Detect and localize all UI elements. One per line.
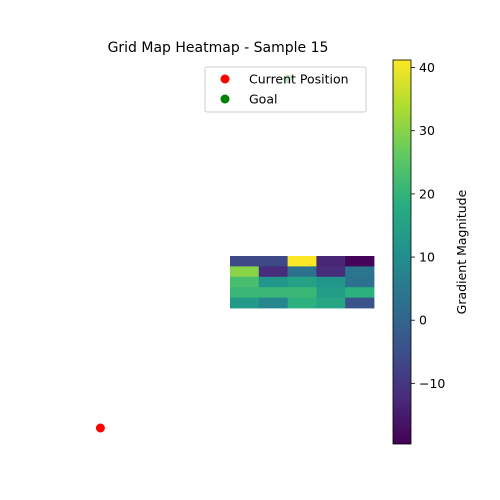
colorbar-tick-label: 40	[419, 60, 435, 75]
heatmap-cells	[230, 256, 375, 309]
heatmap-cell	[258, 266, 288, 278]
heatmap-cell	[345, 256, 375, 267]
legend-goal-label: Goal	[249, 92, 277, 107]
heatmap-cell	[316, 256, 346, 267]
legend-current-position-label: Current Position	[249, 72, 349, 87]
position-markers	[95, 74, 293, 433]
colorbar-gradient	[392, 59, 412, 445]
heatmap-cell	[287, 297, 317, 309]
colorbar-label: Gradient Magnitude	[454, 189, 469, 314]
colorbar-tick-label: 20	[419, 186, 435, 201]
heatmap-cell	[230, 287, 260, 298]
heatmap-cell	[316, 287, 346, 298]
heatmap-cell	[345, 276, 375, 288]
colorbar-tick-label: 0	[419, 313, 427, 328]
colorbar: −10 0 10 20 30 40 Gradient Magnitude	[392, 59, 469, 445]
heatmap-cell	[230, 266, 260, 278]
legend: Current Position Goal	[204, 66, 367, 113]
current-position-marker	[95, 423, 105, 433]
heatmap-cell	[316, 276, 346, 288]
colorbar-tick-label: −10	[419, 376, 445, 391]
heatmap-cell	[258, 276, 288, 288]
chart-title: Grid Map Heatmap - Sample 15	[108, 40, 329, 56]
heatmap-cell	[287, 276, 317, 288]
heatmap-cell	[287, 287, 317, 298]
heatmap-cell	[258, 287, 288, 298]
heatmap-cell	[287, 266, 317, 278]
heatmap-cell	[316, 297, 346, 309]
heatmap-cell	[316, 266, 346, 278]
heatmap-cell	[345, 287, 375, 298]
heatmap-cell	[230, 256, 260, 267]
heatmap-cell	[230, 276, 260, 288]
colorbar-tick-label: 30	[419, 123, 435, 138]
colorbar-tick-label: 10	[419, 250, 435, 265]
heatmap-cell	[258, 297, 288, 309]
colorbar-ticks: −10 0 10 20 30 40	[411, 60, 445, 391]
heatmap-cell	[230, 297, 260, 309]
heatmap-cell	[345, 297, 375, 309]
heatmap-cell	[258, 256, 288, 267]
legend-goal-marker	[220, 94, 230, 104]
heatmap-cell	[345, 266, 375, 278]
legend-current-position-marker	[220, 74, 230, 84]
heatmap-cell	[287, 256, 317, 267]
legend-frame	[204, 66, 367, 113]
